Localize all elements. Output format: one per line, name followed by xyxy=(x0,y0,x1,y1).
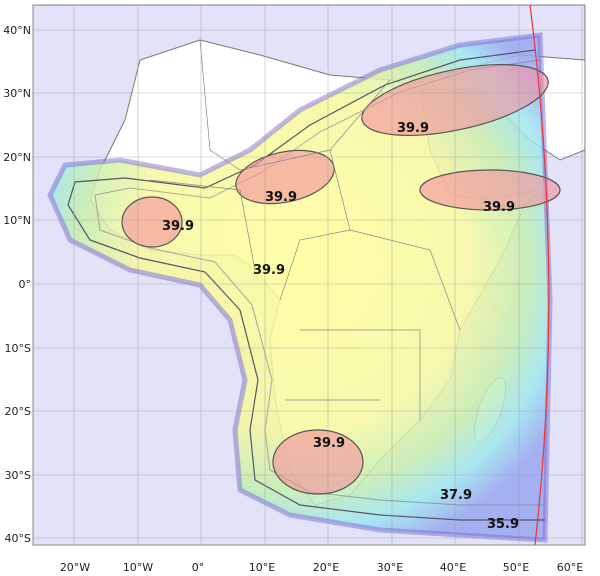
longitude-labels: 20°W 10°W 0° 10°E 20°E 30°E 40°E 50°E 60… xyxy=(60,561,583,574)
lon-label: 50°E xyxy=(503,561,529,574)
lon-label: 60°E xyxy=(557,561,583,574)
graticule xyxy=(33,5,585,545)
lat-label: 40°N xyxy=(3,24,31,37)
contour-label: 39.9 xyxy=(483,200,515,215)
lat-label: 20°N xyxy=(3,151,31,164)
borders xyxy=(149,39,461,420)
lat-label: 30°S xyxy=(5,469,31,482)
lon-label: 0° xyxy=(192,561,205,574)
contour-label: 39.9 xyxy=(265,190,297,205)
contour-label: 39.9 xyxy=(313,436,345,451)
legend-label: EIRP (dBW) xyxy=(524,545,580,556)
lon-label: 40°E xyxy=(440,561,466,574)
lon-label: 10°E xyxy=(249,561,275,574)
footprint xyxy=(47,32,553,543)
lat-label: 20°S xyxy=(5,405,31,418)
map-body: 39.9 39.9 39.9 39.9 39.9 39.9 37.9 35.9 … xyxy=(33,5,585,556)
contour-line xyxy=(67,49,545,521)
lat-label: 10°S xyxy=(5,342,31,355)
lon-label: 20°W xyxy=(60,561,90,574)
contour-label: 39.9 xyxy=(397,121,429,136)
lat-label: 30°N xyxy=(3,87,31,100)
lon-label: 30°E xyxy=(377,561,403,574)
contour-label: 39.9 xyxy=(253,263,285,278)
lat-label: 10°N xyxy=(3,214,31,227)
lat-label: 40°S xyxy=(5,532,31,545)
lon-label: 20°E xyxy=(313,561,339,574)
visibility-limit xyxy=(529,5,550,545)
lon-label: 10°W xyxy=(123,561,153,574)
credit: © www.SatStar.net xyxy=(38,545,134,556)
lat-label: 0° xyxy=(19,278,32,291)
latitude-labels: 40°N 30°N 20°N 10°N 0° 10°S 20°S 30°S 40… xyxy=(3,24,31,545)
contour-label: 39.9 xyxy=(162,219,194,234)
contour-label: 37.9 xyxy=(440,488,472,503)
contour-label: 35.9 xyxy=(487,517,519,532)
